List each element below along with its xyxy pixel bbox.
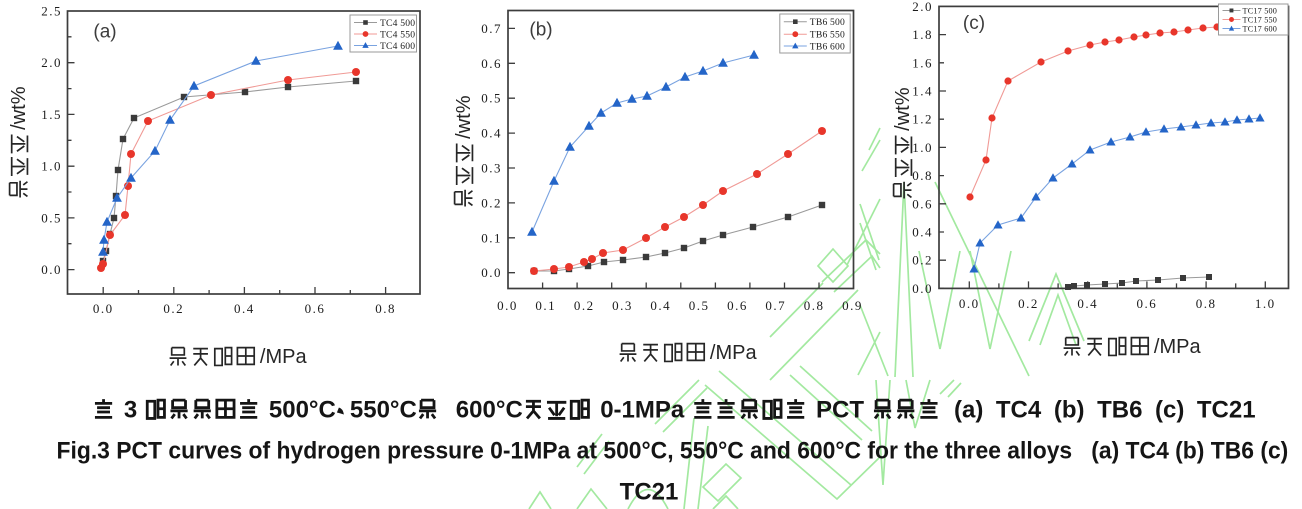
- svg-text:1.8: 1.8: [912, 27, 933, 42]
- svg-text:/MPa: /MPa: [1154, 336, 1202, 358]
- svg-text:0.8: 0.8: [804, 298, 825, 313]
- svg-text:1.5: 1.5: [41, 107, 62, 122]
- svg-text:(a): (a): [954, 397, 983, 424]
- svg-text:1.0: 1.0: [912, 140, 933, 155]
- svg-text:TC17 500: TC17 500: [1243, 6, 1278, 15]
- svg-text:0.9: 0.9: [842, 298, 863, 313]
- svg-text:/MPa: /MPa: [260, 346, 308, 368]
- svg-text:0.3: 0.3: [612, 298, 633, 313]
- svg-text:TC21: TC21: [1197, 397, 1256, 424]
- svg-text:0.2: 0.2: [163, 301, 184, 316]
- svg-text:0.0: 0.0: [959, 296, 980, 311]
- svg-text:0.6: 0.6: [727, 298, 748, 313]
- svg-text:(c): (c): [1155, 397, 1184, 424]
- svg-text:0.4: 0.4: [912, 225, 933, 240]
- svg-text:550°C: 550°C: [350, 397, 417, 424]
- svg-text:0.4: 0.4: [1077, 296, 1098, 311]
- svg-text:(b): (b): [1054, 397, 1085, 424]
- svg-text:0.2: 0.2: [1018, 296, 1039, 311]
- svg-text:2.0: 2.0: [41, 55, 62, 70]
- svg-text:TB6 550: TB6 550: [810, 30, 845, 41]
- svg-text:2.5: 2.5: [41, 4, 62, 19]
- svg-text:TC17 550: TC17 550: [1243, 15, 1278, 24]
- svg-text:/wt%: /wt%: [453, 95, 475, 139]
- svg-text:TC4: TC4: [996, 397, 1042, 424]
- svg-text:0.1: 0.1: [481, 230, 502, 245]
- svg-text:0.0: 0.0: [41, 262, 62, 277]
- svg-text:0.2: 0.2: [912, 253, 933, 268]
- svg-text:TC21: TC21: [620, 479, 679, 506]
- svg-text:1.2: 1.2: [912, 112, 933, 127]
- svg-text:500°C: 500°C: [269, 397, 336, 424]
- svg-text:0.6: 0.6: [305, 301, 326, 316]
- svg-text:/MPa: /MPa: [710, 342, 758, 364]
- svg-text:0.6: 0.6: [912, 196, 933, 211]
- svg-text:0.1: 0.1: [535, 298, 556, 313]
- svg-text:0.5: 0.5: [689, 298, 710, 313]
- svg-text:0-1MPa: 0-1MPa: [600, 397, 685, 424]
- svg-text:TC4 500: TC4 500: [380, 18, 415, 29]
- svg-text:1.6: 1.6: [912, 55, 933, 70]
- svg-text:0.3: 0.3: [481, 161, 502, 176]
- svg-text:3: 3: [124, 397, 137, 424]
- svg-text:0.8: 0.8: [912, 168, 933, 183]
- svg-text:0.7: 0.7: [765, 298, 786, 313]
- svg-text:1.4: 1.4: [912, 84, 933, 99]
- svg-text:0.2: 0.2: [481, 195, 502, 210]
- svg-text:0.0: 0.0: [93, 301, 114, 316]
- svg-text:PCT: PCT: [816, 397, 864, 424]
- svg-text:0.5: 0.5: [481, 91, 502, 106]
- svg-text:0.0: 0.0: [481, 265, 502, 280]
- svg-text:0.6: 0.6: [1137, 296, 1158, 311]
- svg-text:0.2: 0.2: [574, 298, 595, 313]
- svg-text:0.7: 0.7: [481, 21, 502, 36]
- svg-text:0.8: 0.8: [1196, 296, 1217, 311]
- svg-text:1.0: 1.0: [1255, 296, 1276, 311]
- svg-text:(c): (c): [963, 13, 985, 34]
- svg-text:0.8: 0.8: [375, 301, 396, 316]
- svg-text:/wt%: /wt%: [8, 86, 30, 130]
- svg-text:1.0: 1.0: [41, 159, 62, 174]
- svg-text:(b): (b): [529, 20, 552, 41]
- svg-text:2.0: 2.0: [912, 0, 933, 14]
- svg-text:600°C: 600°C: [456, 397, 523, 424]
- svg-text:TC17 600: TC17 600: [1243, 24, 1278, 33]
- svg-text:0.0: 0.0: [497, 298, 518, 313]
- svg-text:TC4 600: TC4 600: [380, 41, 415, 52]
- svg-text:(a): (a): [93, 22, 116, 43]
- svg-text:0.0: 0.0: [912, 281, 933, 296]
- svg-text:/wt%: /wt%: [892, 87, 914, 131]
- svg-text:0.5: 0.5: [41, 210, 62, 225]
- svg-text:0.6: 0.6: [481, 56, 502, 71]
- svg-text:TB6 500: TB6 500: [810, 17, 845, 28]
- svg-text:0.4: 0.4: [650, 298, 671, 313]
- svg-text:TC4 550: TC4 550: [380, 29, 415, 40]
- svg-text:0.4: 0.4: [234, 301, 255, 316]
- svg-text:0.4: 0.4: [481, 126, 502, 141]
- svg-text:Fig.3 PCT curves of hydrogen p: Fig.3 PCT curves of hydrogen pressure 0-…: [57, 438, 1289, 465]
- svg-text:TB6: TB6: [1097, 397, 1142, 424]
- svg-text:TB6 600: TB6 600: [810, 41, 845, 52]
